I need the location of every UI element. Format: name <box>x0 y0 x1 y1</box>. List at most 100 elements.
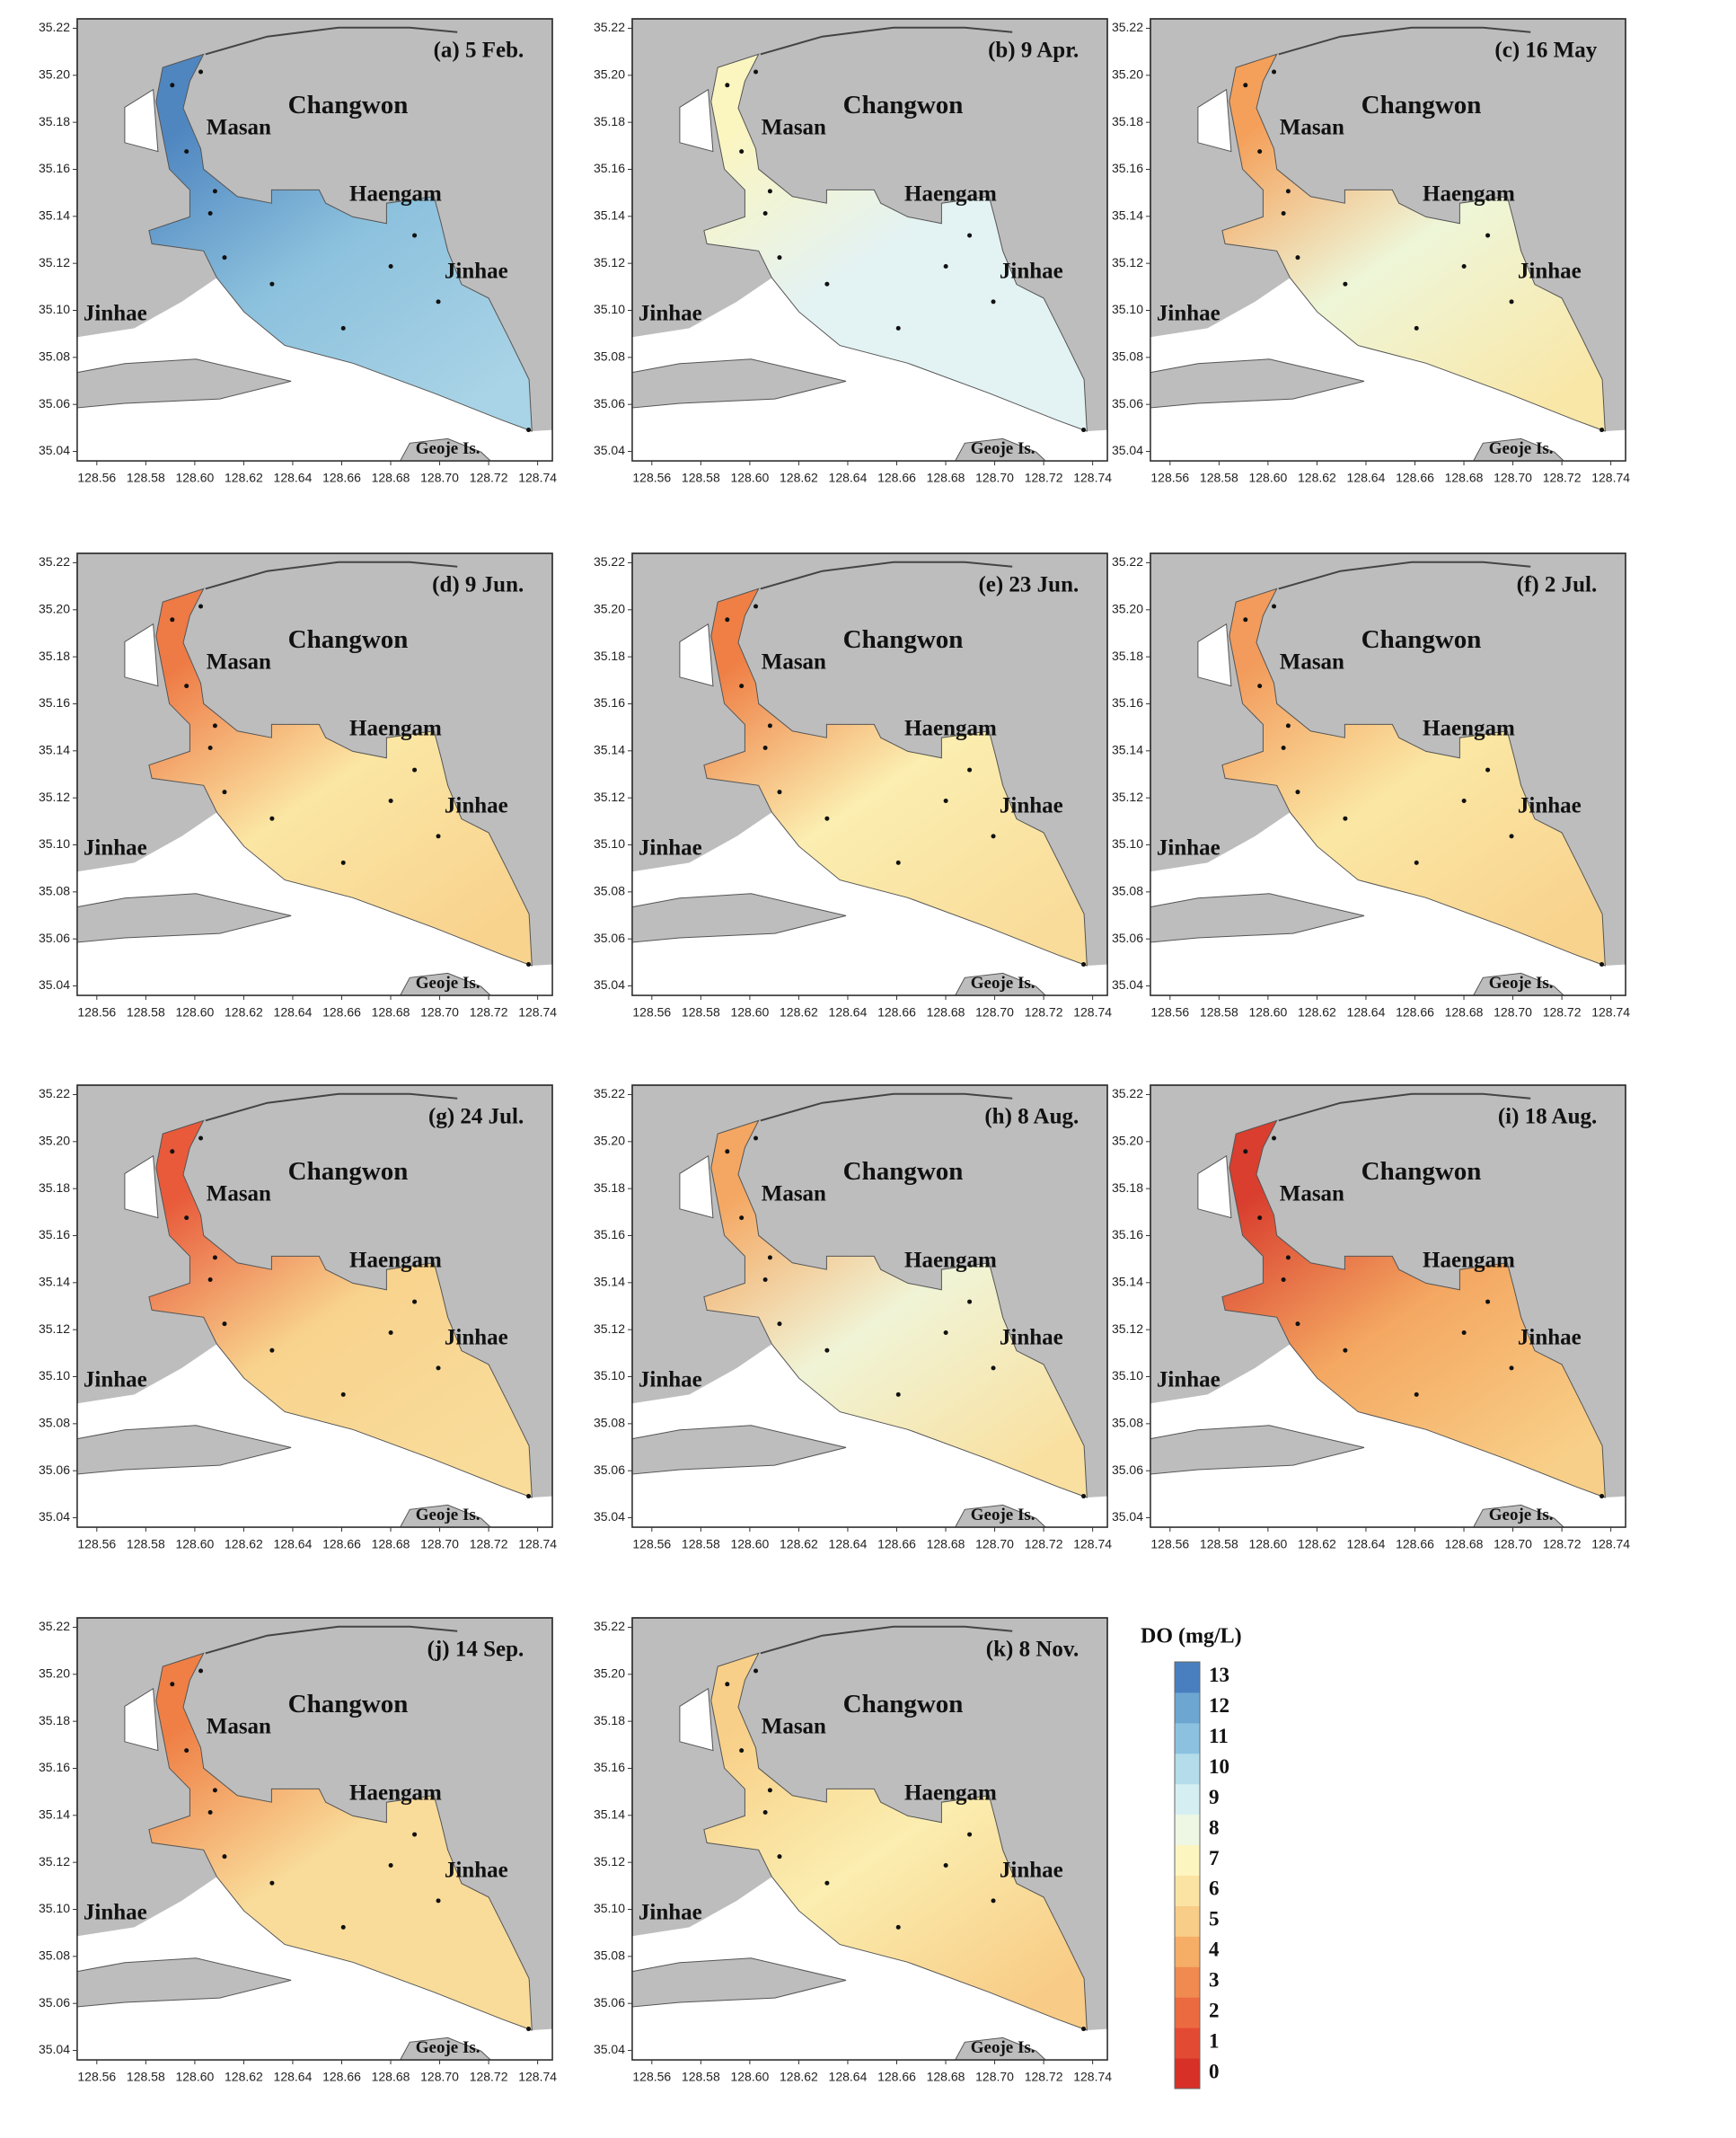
river <box>205 1625 458 1655</box>
x-tick-label: 128.62 <box>780 1005 818 1020</box>
place-label: Jinhae <box>1518 794 1582 818</box>
x-tick-label: 128.60 <box>730 471 769 485</box>
place-label: Geoje Is. <box>416 1506 480 1524</box>
y-tick-label: 35.20 <box>594 67 625 82</box>
x-tick-label: 128.64 <box>274 2070 313 2084</box>
y-tick-label: 35.22 <box>1112 1086 1143 1100</box>
y-tick-label: 35.16 <box>1112 161 1143 175</box>
map-panel: (d) 9 Jun. Changwon Masan Haengam Jinhae Jinh… <box>39 552 557 1020</box>
y-tick-label: 35.08 <box>39 884 70 898</box>
y-tick-label: 35.16 <box>594 161 625 175</box>
place-label: Changwon <box>843 625 964 654</box>
place-label: Jinhae <box>1157 835 1220 860</box>
y-tick-label: 35.16 <box>594 1760 625 1774</box>
station <box>725 1149 730 1154</box>
station <box>388 1330 393 1336</box>
station <box>824 1880 830 1886</box>
map-panel: (f) 2 Jul. Changwon Masan Haengam Jinhae Jinh… <box>1112 552 1630 1020</box>
x-tick-label: 128.74 <box>1591 1005 1630 1020</box>
y-tick-label: 35.04 <box>1112 1509 1143 1524</box>
island <box>1150 1425 1365 1475</box>
frame <box>76 18 553 462</box>
station <box>388 264 393 269</box>
frame <box>76 552 553 996</box>
x-tick-label: 128.74 <box>1591 1537 1630 1551</box>
station <box>777 1321 782 1327</box>
place-label: Jinhae <box>445 794 508 818</box>
station <box>1343 816 1348 821</box>
station <box>198 604 204 609</box>
y-tick-label: 35.18 <box>39 114 70 128</box>
station <box>526 428 532 433</box>
x-tick-label: 128.56 <box>77 1537 116 1551</box>
x-tick-label: 128.56 <box>632 2070 671 2084</box>
y-tick-label: 35.18 <box>39 1180 70 1195</box>
station <box>1295 790 1300 795</box>
place-label: Jinhae <box>84 301 147 325</box>
station <box>269 1880 275 1886</box>
place-label: Geoje Is. <box>416 974 480 993</box>
station <box>725 83 730 88</box>
place-label: Masan <box>762 116 826 140</box>
place-label: Changwon <box>288 1690 409 1718</box>
station <box>207 1277 213 1282</box>
cove <box>1197 623 1232 687</box>
y-tick-label: 35.20 <box>1112 1134 1143 1148</box>
island <box>76 893 292 943</box>
x-tick-label: 128.64 <box>1347 1537 1386 1551</box>
x-tick-label: 128.68 <box>372 1005 410 1020</box>
place-label: Haengam <box>1423 1249 1515 1273</box>
station <box>198 69 204 75</box>
station <box>777 790 782 795</box>
legend-tick-label: 12 <box>1209 1694 1229 1717</box>
x-tick-label: 128.58 <box>127 471 165 485</box>
station <box>526 1494 532 1499</box>
place-label: Haengam <box>349 717 442 741</box>
open-sea <box>77 278 552 461</box>
x-tick-label: 128.74 <box>518 1005 557 1020</box>
x-tick-label: 128.68 <box>372 1537 410 1551</box>
y-tick-label: 35.20 <box>39 1666 70 1681</box>
y-tick-label: 35.10 <box>39 836 70 851</box>
place-label: Haengam <box>349 1781 442 1806</box>
place-label: Haengam <box>904 1781 997 1806</box>
open-sea <box>1150 812 1626 995</box>
y-tick-label: 35.08 <box>39 1416 70 1430</box>
station <box>991 299 996 305</box>
y-tick-label: 35.04 <box>1112 443 1143 457</box>
frame <box>631 1084 1108 1528</box>
open-sea <box>632 812 1107 995</box>
x-tick-label: 128.70 <box>975 1537 1014 1551</box>
water-fill <box>148 588 533 967</box>
y-tick-label: 35.12 <box>594 790 625 804</box>
place-label: Masan <box>1280 650 1344 675</box>
x-tick-label: 128.66 <box>877 1537 916 1551</box>
river <box>1278 561 1531 590</box>
station <box>753 1668 759 1674</box>
station <box>1295 1321 1300 1327</box>
x-tick-label: 128.70 <box>975 1005 1014 1020</box>
map-panel: (e) 23 Jun. Changwon Masan Haengam Jinhae Jin… <box>594 552 1112 1020</box>
x-tick-label: 128.74 <box>1073 2070 1112 2084</box>
y-tick-label: 35.16 <box>39 695 70 710</box>
legend-title: DO (mg/L) <box>1141 1625 1242 1648</box>
x-tick-label: 128.66 <box>1396 1005 1434 1020</box>
station <box>340 325 346 331</box>
place-label: Geoje Is. <box>416 2038 480 2057</box>
station <box>526 2027 532 2032</box>
y-tick-label: 35.08 <box>594 1416 625 1430</box>
y-tick-label: 35.14 <box>39 208 70 223</box>
x-tick-label: 128.64 <box>829 1537 868 1551</box>
y-tick-label: 35.04 <box>39 1509 70 1524</box>
map-panel: (h) 8 Aug. Changwon Masan Haengam Jinhae Jinh… <box>594 1084 1112 1551</box>
station <box>777 1854 782 1860</box>
legend-tick-label: 1 <box>1209 2029 1220 2052</box>
x-tick-label: 128.56 <box>632 471 671 485</box>
x-tick-label: 128.66 <box>322 471 361 485</box>
station <box>1485 1299 1491 1304</box>
place-label: Masan <box>207 650 271 675</box>
place-label: Geoje Is. <box>971 974 1035 993</box>
legend-band <box>1175 1692 1200 1724</box>
y-tick-label: 35.08 <box>594 349 625 364</box>
y-tick-label: 35.12 <box>39 1854 70 1869</box>
